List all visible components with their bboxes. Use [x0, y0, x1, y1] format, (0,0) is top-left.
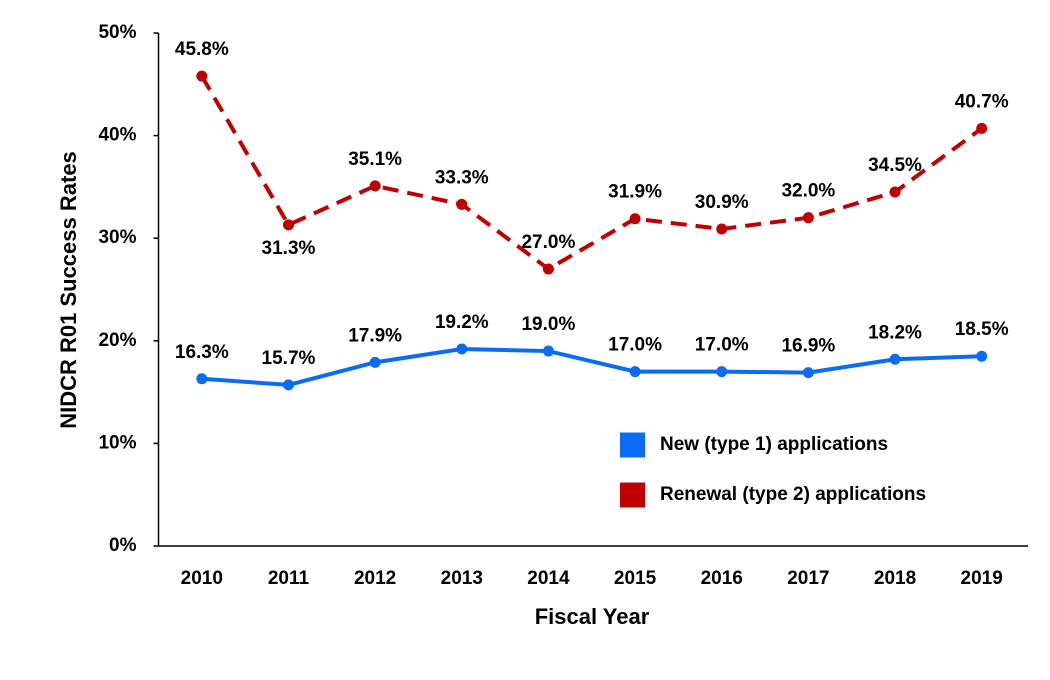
- data-label: 35.1%: [348, 149, 402, 170]
- series-line: [201, 347, 982, 387]
- point: [196, 70, 208, 82]
- point: [629, 366, 641, 378]
- point: [889, 186, 901, 198]
- y-tick-label: 20%: [98, 330, 136, 351]
- data-label: 16.3%: [175, 342, 229, 363]
- data-label: 19.2%: [435, 312, 489, 333]
- point: [802, 367, 814, 379]
- legend-label: Renewal (type 2) applications: [660, 484, 926, 505]
- y-tick-label: 30%: [98, 227, 136, 248]
- data-label: 31.3%: [262, 238, 316, 259]
- x-tick-label: 2016: [701, 568, 743, 589]
- data-label: 19.0%: [521, 314, 575, 335]
- data-label: 17.0%: [608, 335, 662, 356]
- series-line: [200, 75, 983, 272]
- legend-label: New (type 1) applications: [660, 434, 888, 455]
- point: [976, 122, 988, 134]
- point: [542, 263, 554, 275]
- x-axis-label: Fiscal Year: [535, 604, 650, 629]
- data-label: 17.0%: [695, 335, 749, 356]
- x-tick-label: 2011: [268, 568, 310, 589]
- point: [716, 223, 728, 235]
- data-label: 18.5%: [955, 319, 1009, 340]
- point: [456, 343, 468, 355]
- point: [889, 353, 901, 365]
- data-label: 40.7%: [955, 91, 1009, 112]
- point: [629, 213, 641, 225]
- x-tick-label: 2010: [181, 568, 223, 589]
- x-tick-label: 2013: [441, 568, 483, 589]
- data-label: 16.9%: [781, 336, 835, 357]
- point: [369, 180, 381, 192]
- y-tick-label: 10%: [98, 432, 136, 453]
- point: [542, 345, 554, 357]
- data-label: 45.8%: [175, 39, 229, 60]
- point: [282, 219, 294, 231]
- point: [716, 366, 728, 378]
- x-tick-label: 2014: [527, 568, 570, 589]
- data-label: 15.7%: [262, 348, 316, 369]
- data-label: 32.0%: [781, 181, 835, 202]
- legend-swatch: [620, 432, 645, 458]
- y-axis-label: NIDCR R01 Success Rates: [56, 151, 81, 429]
- data-label: 33.3%: [435, 167, 489, 188]
- legend-swatch: [620, 482, 645, 508]
- y-tick-label: 0%: [109, 535, 137, 556]
- point: [802, 212, 814, 224]
- data-label: 27.0%: [521, 232, 575, 253]
- data-label: 18.2%: [868, 322, 922, 343]
- data-label: 31.9%: [608, 182, 662, 203]
- y-tick-label: 40%: [98, 125, 136, 146]
- data-label: 17.9%: [348, 325, 402, 346]
- point: [976, 350, 988, 362]
- x-tick-label: 2017: [787, 568, 829, 589]
- data-label: 30.9%: [695, 192, 749, 213]
- y-tick-label: 50%: [98, 22, 136, 43]
- x-tick-label: 2019: [961, 568, 1003, 589]
- point: [456, 198, 468, 210]
- x-tick-label: 2015: [614, 568, 657, 589]
- data-label: 34.5%: [868, 155, 922, 176]
- point: [196, 373, 208, 385]
- point: [282, 379, 294, 391]
- x-tick-label: 2018: [874, 568, 916, 589]
- point: [369, 356, 381, 368]
- x-tick-label: 2012: [354, 568, 396, 589]
